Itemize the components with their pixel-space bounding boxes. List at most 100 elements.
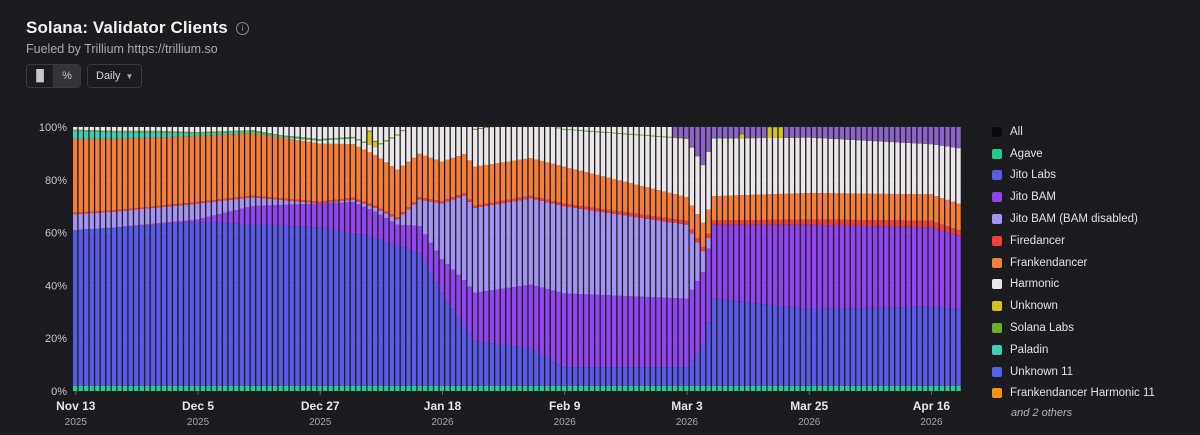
- bar-segment: [623, 385, 628, 391]
- bar-segment: [317, 385, 322, 391]
- legend-item[interactable]: Jito Labs: [992, 165, 1155, 187]
- bar-segment: [450, 309, 456, 386]
- bar-segment: [245, 385, 250, 391]
- legend-item[interactable]: Agave: [992, 143, 1155, 165]
- bar-segment: [756, 194, 761, 220]
- bar-segment: [600, 127, 606, 132]
- bar-segment: [128, 130, 133, 133]
- legend-item[interactable]: Harmonic: [992, 274, 1155, 296]
- bar-segment: [328, 229, 333, 386]
- bar-segment: [300, 200, 306, 202]
- bar-segment: [334, 127, 339, 138]
- info-icon[interactable]: i: [235, 21, 249, 35]
- bar-segment: [195, 135, 200, 202]
- bar-segment: [639, 296, 644, 368]
- bar-segment: [678, 367, 683, 386]
- bar-segment: [289, 200, 294, 205]
- bar-segment: [311, 201, 317, 204]
- x-tick-year: 2026: [798, 417, 821, 428]
- bar-segment: [828, 385, 833, 391]
- bar-segment: [595, 367, 600, 386]
- bar-segment: [534, 199, 539, 286]
- legend-item[interactable]: Jito BAM (BAM disabled): [992, 208, 1155, 230]
- bar-segment: [650, 188, 656, 217]
- legend-item[interactable]: Frankendancer: [992, 252, 1155, 274]
- legend-item[interactable]: Jito BAM: [992, 186, 1155, 208]
- bar-segment: [834, 308, 839, 386]
- bar-segment: [328, 138, 333, 140]
- bar-segment: [211, 131, 217, 133]
- percent-icon[interactable]: %: [53, 65, 80, 87]
- bar-segment: [95, 212, 100, 229]
- bar-segment: [673, 298, 678, 368]
- legend-item[interactable]: Unknown: [992, 295, 1155, 317]
- bar-segment: [84, 131, 89, 139]
- bar-segment: [195, 222, 200, 386]
- bar-segment: [573, 129, 578, 131]
- bar-segment: [300, 140, 306, 201]
- bar-segment: [928, 306, 933, 386]
- bar-segment: [378, 214, 383, 240]
- bar-segment: [628, 212, 633, 217]
- bar-segment: [950, 233, 956, 309]
- bar-chart-icon[interactable]: ▐▌: [32, 70, 48, 82]
- bar-segment: [945, 199, 950, 227]
- legend-item[interactable]: Firedancer: [992, 230, 1155, 252]
- bar-segment: [345, 385, 350, 391]
- legend-swatch: [992, 323, 1002, 334]
- bar-segment: [717, 299, 722, 386]
- bar-segment: [884, 226, 889, 308]
- bar-segment: [823, 193, 828, 220]
- bar-segment: [906, 194, 911, 221]
- bar-segment: [150, 225, 156, 386]
- bar-segment: [611, 133, 617, 180]
- bar-segment: [473, 166, 478, 206]
- bar-segment: [856, 193, 861, 220]
- bar-segment: [517, 286, 522, 348]
- bar-segment: [778, 137, 783, 194]
- bar-segment: [323, 385, 328, 391]
- legend-swatch: [992, 301, 1002, 312]
- bar-segment: [767, 194, 772, 220]
- legend-item[interactable]: Paladin: [992, 339, 1155, 361]
- bar-segment: [911, 127, 917, 144]
- legend-item[interactable]: Unknown 11: [992, 361, 1155, 383]
- legend-label: Firedancer: [1010, 234, 1065, 247]
- legend-item[interactable]: All: [992, 121, 1155, 143]
- bar-segment: [800, 308, 806, 386]
- bar-segment: [956, 229, 961, 236]
- bar-segment: [900, 194, 906, 221]
- bar-segment: [506, 287, 511, 346]
- bar-segment: [100, 385, 106, 391]
- bar-segment: [334, 199, 339, 202]
- bar-segment: [245, 224, 250, 386]
- bar-segment: [500, 344, 506, 386]
- bar-segment: [650, 367, 656, 386]
- bar-segment: [678, 219, 683, 224]
- bar-segment: [123, 209, 128, 211]
- bar-segment: [273, 135, 278, 137]
- legend-item[interactable]: Solana Labs: [992, 317, 1155, 339]
- bar-segment: [478, 127, 483, 129]
- legend-item[interactable]: Frankendancer Harmonic 11: [992, 383, 1155, 405]
- bar-segment: [550, 203, 556, 291]
- bar-segment: [767, 385, 772, 391]
- bar-segment: [539, 200, 544, 288]
- bar-segment: [556, 291, 561, 365]
- bar-segment: [473, 128, 478, 130]
- bar-segment: [711, 224, 717, 299]
- bar-segment: [439, 293, 444, 386]
- bar-segment: [934, 307, 939, 386]
- bar-segment: [728, 137, 733, 139]
- bar-segment: [628, 127, 633, 134]
- bar-segment: [206, 127, 211, 132]
- legend-more[interactable]: and 2 others: [1011, 407, 1073, 420]
- bar-segment: [417, 127, 422, 154]
- bar-segment: [734, 137, 739, 139]
- bar-segment: [650, 219, 656, 298]
- bar-segment: [656, 367, 661, 386]
- bar-segment: [273, 205, 278, 226]
- bar-segment: [206, 132, 211, 136]
- bar-segment: [284, 138, 289, 199]
- interval-dropdown[interactable]: Daily ▼: [87, 64, 143, 88]
